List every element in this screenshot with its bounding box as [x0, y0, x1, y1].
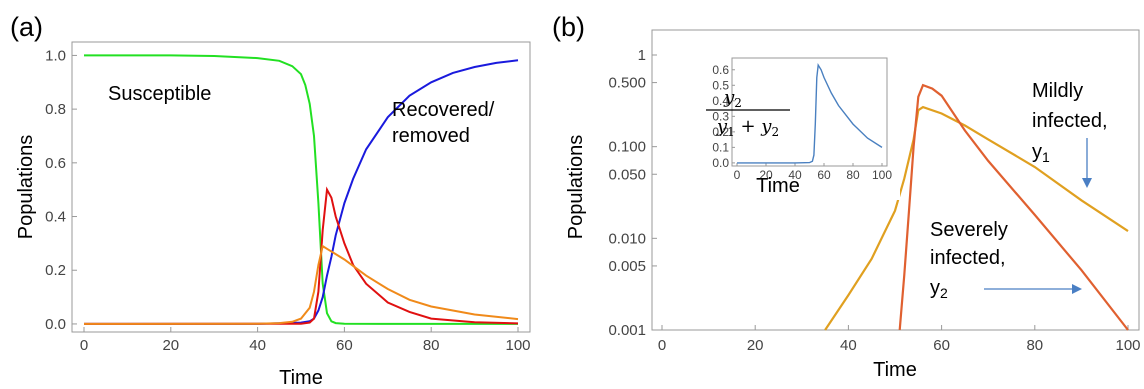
panel-b-series-line-1	[898, 83, 1129, 331]
panel-a-xtick-label: 40	[249, 337, 266, 354]
panel-b-label: (b)	[552, 12, 585, 42]
inset-ylabel-numerator: y2	[723, 87, 742, 110]
inset-xtick-label: 80	[846, 168, 860, 182]
panel-a-label: (a)	[10, 12, 43, 42]
annotation-mild-line3: y1	[1032, 141, 1050, 165]
panel-b-xtick-label: 100	[1115, 337, 1140, 354]
inset-ytick-label: 0.3	[712, 109, 729, 123]
panel-a-xtick-label: 60	[336, 337, 353, 354]
inset-ytick-label: 0.1	[712, 140, 729, 154]
arrow-mild-head	[1082, 178, 1092, 188]
annotation-removed: removed	[392, 125, 470, 147]
panel-a-ticks: 0 20 40 60 80 100 0.0 0.2 0.4 0.6 0.8 1.0	[45, 47, 530, 354]
annotation-mild-line1: Mildly	[1032, 80, 1083, 102]
panel-b-series-line-0	[824, 105, 1129, 331]
panel-b-xtick-label: 80	[1026, 337, 1043, 354]
panel-a-ytick-label: 0.8	[45, 101, 66, 118]
inset-series-line-0	[737, 63, 883, 164]
inset-frame	[731, 57, 888, 167]
panel-b-ytick-label: 0.050	[608, 166, 646, 183]
panel-b-ytick-label: 0.005	[608, 258, 646, 275]
inset-ytick-label: 0.2	[712, 125, 729, 139]
inset-ylabel-fraction: y2 y1 + y2	[706, 87, 790, 139]
panel-a-xtick-label: 80	[423, 337, 440, 354]
panel-b-xlabel: Time	[873, 359, 917, 381]
panel-a-xtick-label: 100	[505, 337, 530, 354]
inset-ytick-label: 0.0	[712, 156, 729, 170]
panel-a-series-line-0	[84, 54, 518, 325]
panel-a-series	[83, 54, 519, 325]
panel-b-ylabel: Populations	[565, 135, 587, 240]
annotation-severe-line1: Severely	[930, 219, 1008, 241]
annotation-recovered: Recovered/	[392, 99, 495, 121]
inset-ytick-label: 0.5	[712, 78, 729, 92]
panel-a-ytick-label: 0.0	[45, 316, 66, 333]
panel-a-ytick-label: 0.4	[45, 209, 66, 226]
panel-b-ytick-label: 0.500	[608, 75, 646, 92]
panel-b-ytick-label: 1	[638, 47, 646, 64]
panel-a-frame	[71, 41, 531, 333]
panel-a-xtick-label: 20	[162, 337, 179, 354]
inset-xlabel: Time	[756, 175, 800, 197]
panel-a-xtick-label: 0	[80, 337, 88, 354]
inset-ytick-label: 0.4	[712, 94, 729, 108]
panel-b-series	[824, 83, 1129, 331]
panel-b-ticks: 0 20 40 60 80 100 1 0.500 0.100 0.050 0.010 0.005 0.…	[608, 47, 1140, 354]
panel-b-xtick-label: 60	[933, 337, 950, 354]
panel-a-ytick-label: 1.0	[45, 47, 66, 64]
annotation-severe-line2: infected,	[930, 247, 1006, 269]
panel-a-series-line-3	[83, 244, 519, 325]
inset-ticks: 0 20 40 60 80 100 0.0 0.10.2 0.30.4 0.50.6	[712, 63, 892, 182]
panel-a-ytick-label: 0.2	[45, 262, 66, 279]
inset-xtick-label: 60	[817, 168, 831, 182]
inset-ytick-label: 0.6	[712, 63, 729, 77]
inset-xtick-label: 100	[872, 168, 892, 182]
annotation-mild-line2: infected,	[1032, 110, 1108, 132]
inset-series	[737, 63, 883, 164]
annotation-susceptible: Susceptible	[108, 83, 211, 105]
panel-a-series-line-2	[83, 186, 519, 325]
panel-b-frame	[651, 29, 1140, 331]
panel-b-xtick-label: 0	[658, 337, 666, 354]
inset-background	[700, 52, 900, 200]
inset-xtick-label: 40	[788, 168, 802, 182]
panel-b-xtick-label: 40	[840, 337, 857, 354]
panel-a-ylabel: Populations	[15, 135, 37, 240]
inset: 0 20 40 60 80 100 0.0 0.10.2 0.30.4 0.50.6 Time y…	[700, 52, 900, 200]
panel-b-xtick-label: 20	[747, 337, 764, 354]
panel-b: (b) 0 20 40 60 80 100 1 0.500 0.100 0.050 0.010 0.0…	[552, 12, 1141, 381]
panel-b-ytick-label: 0.010	[608, 230, 646, 247]
panel-a-xlabel: Time	[279, 367, 323, 389]
panel-a-ytick-label: 0.6	[45, 155, 66, 172]
panel-b-ytick-label: 0.100	[608, 139, 646, 156]
inset-ylabel-denominator: y1 + y2	[716, 116, 779, 139]
arrow-severe-head	[1072, 284, 1082, 294]
annotation-severe-line3: y2	[930, 277, 948, 301]
inset-xtick-label: 0	[734, 168, 741, 182]
inset-xtick-label: 20	[759, 168, 773, 182]
panel-b-ytick-label: 0.001	[608, 322, 646, 339]
